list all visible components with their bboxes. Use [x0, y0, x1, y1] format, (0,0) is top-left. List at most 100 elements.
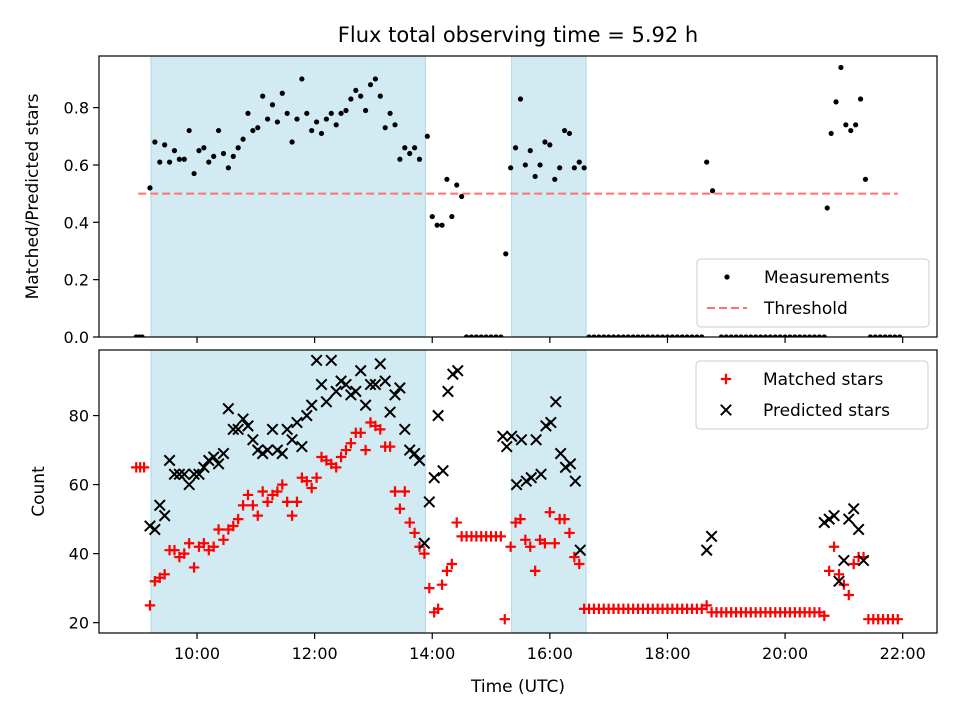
matched-stars-point [441, 565, 453, 577]
measurement-point [762, 334, 769, 337]
measurement-point [566, 130, 573, 137]
measurement-point [294, 116, 300, 122]
measurement-point [439, 222, 445, 228]
predicted-stars-point [544, 416, 557, 429]
matched-stars-point [188, 562, 200, 573]
predicted-stars-point [207, 451, 220, 463]
predicted-stars-point [163, 454, 176, 467]
bottom-y-tick-label: 60 [69, 476, 89, 495]
predicted-stars-point [403, 444, 416, 456]
measurement-point [147, 185, 153, 191]
measurement-point [882, 334, 888, 337]
matched-stars-point [892, 613, 903, 625]
measurement-point [459, 193, 465, 200]
predicted-stars-point [569, 475, 582, 488]
matched-stars-point [505, 541, 516, 552]
measurement-point [343, 107, 349, 114]
measurement-point [547, 142, 553, 148]
measurement-point [299, 76, 305, 82]
predicted-stars-point [330, 385, 343, 398]
matched-stars-point [399, 486, 410, 497]
matched-stars-point [257, 486, 268, 497]
measurement-point [664, 334, 671, 337]
measurement-point [353, 87, 359, 94]
matched-stars-point [525, 541, 536, 552]
measurement-point [777, 334, 783, 337]
measurement-point [250, 127, 256, 134]
legend-entry: Predicted stars [720, 401, 890, 421]
predicted-stars-point [271, 444, 284, 456]
predicted-stars-point [364, 378, 377, 391]
predicted-stars-point [251, 444, 264, 456]
x-axis-label: Time (UTC) [470, 677, 565, 697]
measurement-point [811, 334, 818, 337]
matched-stars-point [451, 517, 462, 528]
measurement-point [892, 334, 898, 337]
measurement-point [728, 334, 734, 337]
measurement-point [488, 334, 494, 337]
top-y-tick-label: 0.8 [64, 99, 89, 118]
measurement-point [532, 173, 538, 180]
measurement-point [557, 165, 563, 171]
predicted-stars-point [153, 499, 166, 512]
measurement-point [816, 334, 822, 337]
measurement-point [367, 82, 374, 88]
top-observing-span-1 [150, 55, 426, 338]
predicted-stars-point [202, 454, 215, 467]
legend-plus-icon [720, 373, 732, 385]
predicted-stars-point [305, 399, 318, 412]
predicted-stars-point [188, 468, 200, 481]
measurement-point [552, 176, 558, 182]
predicted-stars-point [510, 478, 523, 491]
measurement-point [416, 156, 423, 162]
bottom-legend: Matched stars Predicted stars [695, 360, 929, 430]
predicted-stars-point [700, 544, 713, 557]
legend-entry: Threshold [707, 299, 848, 319]
measurement-point [162, 142, 168, 148]
measurement-point [867, 334, 873, 337]
legend-box [695, 360, 929, 430]
series-matched-stars [131, 417, 903, 625]
matched-stars-point [237, 500, 249, 511]
matched-stars-point [848, 558, 859, 570]
predicted-stars-point [173, 468, 186, 481]
predicted-stars-point [705, 530, 718, 543]
measurement-point [157, 159, 163, 165]
predicted-stars-point [227, 423, 240, 436]
measurement-point [493, 334, 499, 337]
measurement-point [684, 334, 690, 337]
bottom-y-tick-label: 40 [69, 545, 89, 564]
measurement-point [630, 334, 636, 337]
measurement-point [887, 334, 893, 337]
predicted-stars-point [300, 409, 313, 422]
predicted-stars-point [393, 382, 406, 394]
predicted-stars-point [148, 523, 161, 536]
predicted-stars-point [178, 468, 191, 481]
measurement-point [848, 127, 854, 134]
measurement-point [853, 122, 859, 128]
chart-title: Flux total observing time = 5.92 h [338, 23, 698, 47]
measurement-point [787, 334, 793, 337]
measurement-point [669, 334, 675, 337]
legend-entry: Measurements [724, 268, 890, 288]
top-y-tick-label: 0.2 [64, 271, 89, 290]
matched-stars-point [529, 565, 541, 577]
top-y-tick-label: 0.4 [64, 213, 89, 232]
measurement-point [309, 127, 315, 134]
measurement-point [512, 145, 519, 151]
legend-entry: Matched stars [720, 370, 883, 390]
matched-stars-point [159, 569, 170, 580]
measurement-point [709, 188, 716, 194]
bottom-y-tick-label: 20 [69, 614, 89, 633]
predicted-stars-point [266, 423, 279, 436]
measurement-point [699, 334, 705, 337]
top-observing-span-2 [511, 55, 587, 338]
measurement-point [230, 153, 236, 159]
measurement-point [235, 145, 241, 151]
bottom-axes-frame [98, 349, 938, 634]
predicted-stars-point [505, 430, 518, 443]
predicted-stars-point [158, 509, 171, 522]
legend-box [696, 258, 930, 328]
measurement-point [264, 116, 271, 122]
matched-stars-point [330, 462, 342, 473]
